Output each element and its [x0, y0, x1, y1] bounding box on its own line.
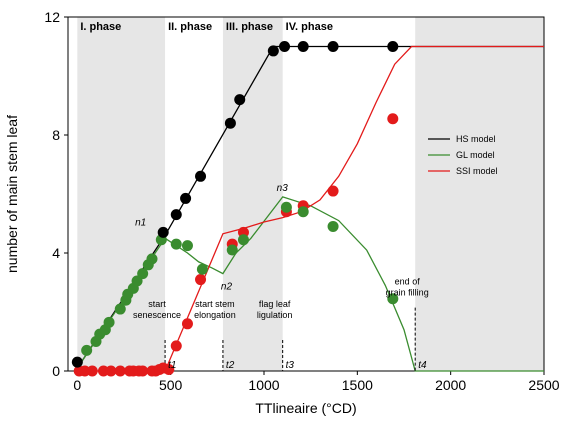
data-point: [146, 253, 158, 265]
phase-bands: [77, 17, 544, 371]
data-point: [103, 316, 115, 328]
time-marker-label: t1: [168, 360, 176, 371]
time-marker-label: t2: [226, 360, 235, 371]
y-tick-label: 4: [52, 245, 60, 261]
data-point: [105, 365, 117, 377]
phase-band: [222, 17, 283, 371]
data-point: [280, 201, 292, 213]
data-point: [387, 113, 399, 125]
data-point: [297, 41, 309, 52]
data-point: [170, 238, 182, 250]
data-point: [137, 365, 149, 377]
time-marker-label: t4: [418, 360, 427, 371]
data-point: [163, 364, 175, 376]
data-point: [387, 293, 399, 305]
data-point: [181, 318, 193, 330]
data-point: [170, 340, 182, 352]
x-tick-label: 500: [159, 377, 183, 393]
data-point: [114, 365, 126, 377]
data-point: [226, 244, 238, 256]
legend-label: SSI model: [456, 166, 498, 176]
data-point: [297, 206, 309, 218]
data-point: [327, 41, 339, 52]
annotation-text: end of: [395, 277, 421, 287]
annotation-text: start stem: [195, 299, 235, 309]
data-point: [71, 356, 83, 368]
phase-label: III. phase: [226, 21, 273, 33]
time-marker-label: t3: [286, 360, 295, 371]
data-point: [157, 226, 169, 238]
phase-label: IV. phase: [286, 21, 333, 33]
data-point: [137, 268, 149, 280]
data-point: [195, 274, 207, 286]
model-point-label: n2: [221, 282, 233, 293]
data-point: [81, 344, 93, 356]
annotation-text: start: [148, 299, 166, 309]
annotation-text: senescence: [133, 310, 181, 320]
legend: HS model GL model SSI model: [428, 134, 498, 176]
y-tick-label: 8: [52, 127, 60, 143]
data-point: [195, 170, 207, 182]
data-point: [196, 263, 208, 275]
model-point-label: n1: [135, 217, 146, 228]
x-tick-label: 1500: [342, 377, 373, 393]
plot-border: [67, 16, 545, 372]
phase-label: II. phase: [168, 21, 212, 33]
data-point: [327, 220, 339, 232]
data-point: [327, 185, 339, 197]
data-point: [279, 41, 291, 52]
model-point-label: n3: [277, 183, 289, 194]
annotation-text: elongation: [194, 310, 236, 320]
annotation-text: flag leaf: [259, 299, 291, 309]
x-tick-label: 1000: [248, 377, 279, 393]
phase-label: I. phase: [80, 21, 121, 33]
annotation-text: grain filling: [386, 288, 429, 298]
legend-label: GL model: [456, 150, 495, 160]
observed-points: [71, 41, 399, 377]
data-point: [86, 365, 98, 377]
plot-frame: 0 500 1000 1500 2000 2500 0 4 8 12: [44, 9, 559, 393]
data-point: [114, 303, 126, 315]
annotation-text: ligulation: [257, 310, 293, 320]
x-tick-label: 0: [73, 377, 81, 393]
x-axis-label: TTlineaire (°CD): [255, 400, 356, 416]
y-tick-label: 12: [44, 9, 60, 25]
model-line: [76, 196, 544, 372]
data-point: [180, 192, 192, 204]
data-point: [237, 234, 249, 246]
data-point: [170, 209, 182, 221]
data-point: [224, 117, 236, 129]
y-tick-label: 0: [52, 363, 60, 379]
model-line: [77, 45, 544, 372]
data-point: [181, 240, 193, 252]
y-axis-label: number of main stem leaf: [4, 115, 20, 273]
phase-band: [415, 17, 544, 371]
x-tick-label: 2000: [435, 377, 466, 393]
x-tick-label: 2500: [528, 377, 559, 393]
legend-label: HS model: [456, 134, 496, 144]
data-point: [387, 41, 399, 52]
data-point: [267, 45, 279, 57]
chart-labels: I. phase II. phase III. phase IV. phase t1 t2…: [80, 21, 428, 371]
data-point: [234, 94, 246, 106]
